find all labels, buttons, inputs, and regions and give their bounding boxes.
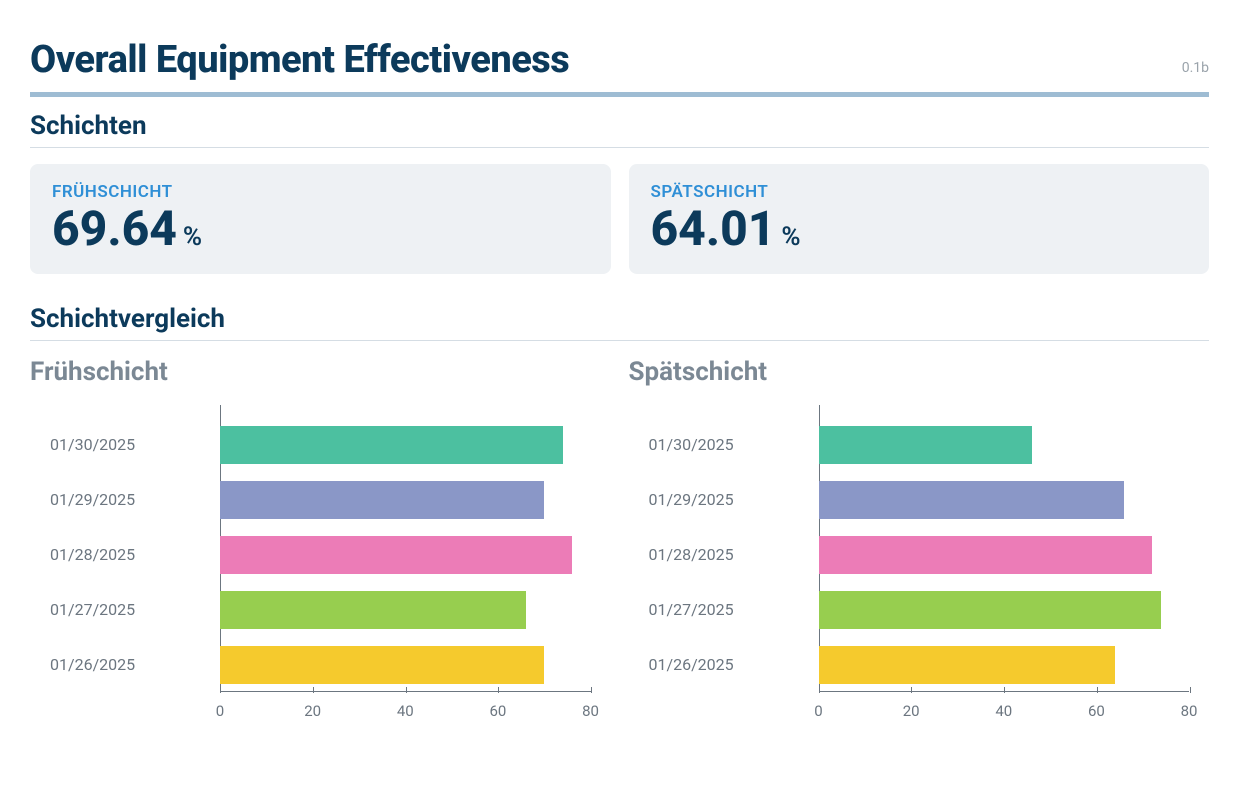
x-tick-label: 60 (1088, 702, 1105, 720)
chart-plot: 020406080 (819, 405, 1210, 728)
chart-area: 01/30/202501/29/202501/28/202501/27/2025… (629, 405, 1210, 728)
x-tick-mark (911, 687, 912, 693)
kpi-card-unit: % (781, 222, 800, 252)
bar-track (220, 417, 591, 472)
x-tick-mark (1097, 687, 1098, 693)
charts-row: Frühschicht01/30/202501/29/202501/28/202… (30, 357, 1209, 728)
section-title-schichten: Schichten (30, 111, 1209, 141)
bar-track (819, 582, 1190, 637)
chart-title: Frühschicht (30, 357, 611, 387)
header-rule (30, 92, 1209, 97)
kpi-card-value: 64.01 (651, 200, 776, 257)
page-title: Overall Equipment Effectiveness (30, 38, 569, 82)
bar (220, 591, 526, 629)
bar (819, 481, 1125, 519)
x-tick-label: 80 (1181, 702, 1198, 720)
bar (220, 426, 563, 464)
bar-track (220, 472, 591, 527)
bar (220, 646, 544, 684)
chart-y-label: 01/29/2025 (649, 472, 819, 527)
chart-column: Frühschicht 01/30/202501/29/202501/28/202… (30, 357, 611, 728)
x-tick-mark (313, 687, 314, 693)
x-ticks: 020406080 (819, 698, 1210, 728)
bar-track (220, 582, 591, 637)
chart-y-label: 01/30/2025 (649, 417, 819, 472)
kpi-card-label: FRÜHSCHICHT (52, 182, 589, 202)
chart-y-label: 01/29/2025 (50, 472, 220, 527)
x-tick-label: 0 (814, 702, 822, 720)
x-tick-label: 20 (903, 702, 920, 720)
x-tick-mark (1190, 687, 1191, 693)
chart-y-label: 01/26/2025 (649, 637, 819, 692)
x-tick-label: 40 (397, 702, 414, 720)
bar (819, 536, 1152, 574)
bar-track (819, 472, 1190, 527)
x-tick-mark (819, 687, 820, 693)
bar (220, 481, 544, 519)
bar-track (819, 527, 1190, 582)
x-ticks: 020406080 (220, 698, 611, 728)
chart-y-label: 01/30/2025 (50, 417, 220, 472)
chart-plot: 020406080 (220, 405, 611, 728)
bar-track (819, 637, 1190, 692)
x-tick-mark (591, 687, 592, 693)
bar-track (220, 637, 591, 692)
kpi-card-unit: % (183, 222, 202, 252)
bar (819, 426, 1032, 464)
kpi-card-spaetschicht: SPÄTSCHICHT 64.01 % (629, 164, 1210, 274)
x-tick-label: 20 (304, 702, 321, 720)
x-tick-mark (406, 687, 407, 693)
bar (220, 536, 572, 574)
chart-y-labels: 01/30/202501/29/202501/28/202501/27/2025… (649, 405, 819, 728)
x-tick-mark (498, 687, 499, 693)
x-tick-label: 0 (216, 702, 224, 720)
chart-y-label: 01/28/2025 (50, 527, 220, 582)
kpi-card-fruehschicht: FRÜHSCHICHT 69.64 % (30, 164, 611, 274)
x-tick-label: 80 (582, 702, 599, 720)
bar (819, 646, 1115, 684)
chart-y-label: 01/27/2025 (649, 582, 819, 637)
chart-y-label: 01/27/2025 (50, 582, 220, 637)
section-rule (30, 147, 1209, 148)
x-tick-mark (220, 687, 221, 693)
bar (819, 591, 1162, 629)
chart-y-labels: 01/30/202501/29/202501/28/202501/27/2025… (50, 405, 220, 728)
chart-y-label: 01/26/2025 (50, 637, 220, 692)
kpi-card-label: SPÄTSCHICHT (651, 182, 1188, 202)
section-title-schichtvergleich: Schichtvergleich (30, 304, 1209, 334)
chart-y-label: 01/28/2025 (649, 527, 819, 582)
chart-area: 01/30/202501/29/202501/28/202501/27/2025… (30, 405, 611, 728)
x-tick-label: 40 (995, 702, 1012, 720)
kpi-cards-row: FRÜHSCHICHT 69.64 % SPÄTSCHICHT 64.01 % (30, 164, 1209, 274)
section-rule (30, 340, 1209, 341)
kpi-card-value: 69.64 (52, 200, 177, 257)
bar-track (220, 527, 591, 582)
x-tick-label: 60 (489, 702, 506, 720)
version-label: 0.1b (1182, 60, 1209, 82)
chart-title: Spätschicht (629, 357, 1210, 387)
chart-column: Spätschicht 01/30/202501/29/202501/28/202… (629, 357, 1210, 728)
bar-track (819, 417, 1190, 472)
x-tick-mark (1004, 687, 1005, 693)
